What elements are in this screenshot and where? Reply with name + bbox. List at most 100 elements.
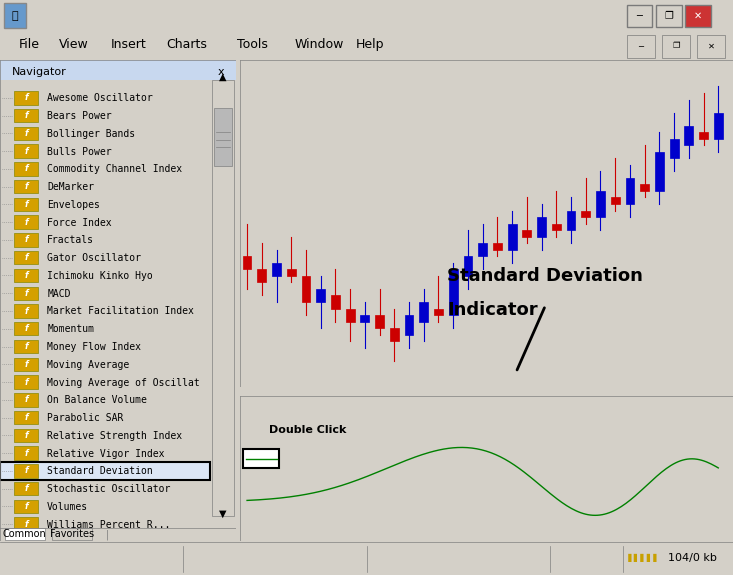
Text: ❐: ❐ <box>665 11 673 21</box>
Text: ─: ─ <box>636 11 643 21</box>
Text: f: f <box>24 93 28 102</box>
Bar <box>405 315 413 335</box>
Text: Volumes: Volumes <box>47 502 89 512</box>
FancyBboxPatch shape <box>14 482 38 496</box>
FancyBboxPatch shape <box>4 3 26 28</box>
FancyBboxPatch shape <box>14 428 38 442</box>
Text: ▐▐▐▐▐: ▐▐▐▐▐ <box>625 553 658 562</box>
Text: ✕: ✕ <box>707 41 715 51</box>
Text: x: x <box>218 67 224 78</box>
FancyBboxPatch shape <box>4 528 45 540</box>
Text: 📊: 📊 <box>11 11 18 21</box>
FancyBboxPatch shape <box>14 198 38 211</box>
Text: Ichimoku Kinko Hyo: Ichimoku Kinko Hyo <box>47 271 153 281</box>
Text: Charts: Charts <box>166 38 207 51</box>
Bar <box>523 230 531 237</box>
Text: Double Click: Double Click <box>269 425 347 435</box>
Bar <box>596 191 605 217</box>
FancyBboxPatch shape <box>52 528 92 540</box>
Text: Bollinger Bands: Bollinger Bands <box>47 129 136 139</box>
Text: Awesome Oscillator: Awesome Oscillator <box>47 93 153 104</box>
Text: Bulls Power: Bulls Power <box>47 147 112 156</box>
Bar <box>243 256 251 269</box>
Text: f: f <box>24 448 28 458</box>
Text: Commodity Channel Index: Commodity Channel Index <box>47 164 183 174</box>
FancyBboxPatch shape <box>627 5 652 27</box>
Text: f: f <box>24 466 28 476</box>
FancyBboxPatch shape <box>14 162 38 175</box>
Bar <box>390 328 399 341</box>
FancyBboxPatch shape <box>14 269 38 282</box>
FancyBboxPatch shape <box>14 180 38 193</box>
FancyBboxPatch shape <box>0 60 236 79</box>
Text: f: f <box>24 484 28 493</box>
FancyBboxPatch shape <box>14 411 38 424</box>
Bar <box>449 269 457 315</box>
Text: Envelopes: Envelopes <box>47 200 100 210</box>
Text: Standard Deviation: Standard Deviation <box>447 267 643 285</box>
Bar <box>287 269 295 276</box>
FancyBboxPatch shape <box>697 34 725 58</box>
Text: f: f <box>24 111 28 120</box>
Bar <box>685 126 693 145</box>
Text: Common: Common <box>3 529 47 539</box>
Text: |: | <box>106 529 109 539</box>
Text: Moving Average: Moving Average <box>47 360 130 370</box>
Bar <box>581 210 590 217</box>
Bar <box>419 302 428 321</box>
Bar <box>272 263 281 276</box>
Bar <box>552 224 561 230</box>
Text: f: f <box>24 378 28 386</box>
Text: Favorites: Favorites <box>50 529 94 539</box>
Text: MACD: MACD <box>47 289 70 299</box>
FancyBboxPatch shape <box>213 108 232 166</box>
Text: f: f <box>24 360 28 369</box>
Text: f: f <box>24 324 28 333</box>
Bar <box>640 185 649 191</box>
FancyBboxPatch shape <box>14 286 38 300</box>
Text: f: f <box>24 502 28 511</box>
Text: f: f <box>24 431 28 440</box>
Text: f: f <box>24 164 28 174</box>
Bar <box>331 296 340 309</box>
Text: f: f <box>24 253 28 262</box>
Text: f: f <box>24 413 28 422</box>
FancyBboxPatch shape <box>14 358 38 371</box>
Text: Williams Percent R...: Williams Percent R... <box>47 520 171 530</box>
FancyBboxPatch shape <box>14 233 38 247</box>
Text: Window: Window <box>294 38 344 51</box>
Text: f: f <box>24 289 28 298</box>
Text: f: f <box>24 520 28 528</box>
FancyBboxPatch shape <box>14 216 38 229</box>
Text: On Balance Volume: On Balance Volume <box>47 395 147 405</box>
Bar <box>714 113 723 139</box>
Bar <box>670 139 679 158</box>
Bar <box>375 315 384 328</box>
Text: f: f <box>24 342 28 351</box>
Bar <box>434 309 443 315</box>
Text: f: f <box>24 129 28 138</box>
Text: f: f <box>24 271 28 280</box>
Bar <box>316 289 325 302</box>
Bar <box>537 217 546 237</box>
FancyBboxPatch shape <box>0 462 210 480</box>
Text: Market Facilitation Index: Market Facilitation Index <box>47 306 194 316</box>
FancyBboxPatch shape <box>14 518 38 531</box>
FancyBboxPatch shape <box>685 5 711 27</box>
Text: f: f <box>24 235 28 244</box>
Bar <box>699 132 708 139</box>
Bar <box>361 315 369 321</box>
Text: View: View <box>59 38 88 51</box>
Bar <box>611 197 619 204</box>
Text: Relative Strength Index: Relative Strength Index <box>47 431 183 441</box>
Text: ▲: ▲ <box>219 72 226 82</box>
Text: Fractals: Fractals <box>47 235 95 246</box>
Text: ❐: ❐ <box>672 41 679 51</box>
Bar <box>346 309 355 321</box>
Text: File: File <box>19 38 40 51</box>
Text: Momentum: Momentum <box>47 324 95 334</box>
Text: Tools: Tools <box>237 38 268 51</box>
Text: f: f <box>24 396 28 404</box>
Text: Navigator: Navigator <box>12 67 67 78</box>
Bar <box>625 178 634 204</box>
